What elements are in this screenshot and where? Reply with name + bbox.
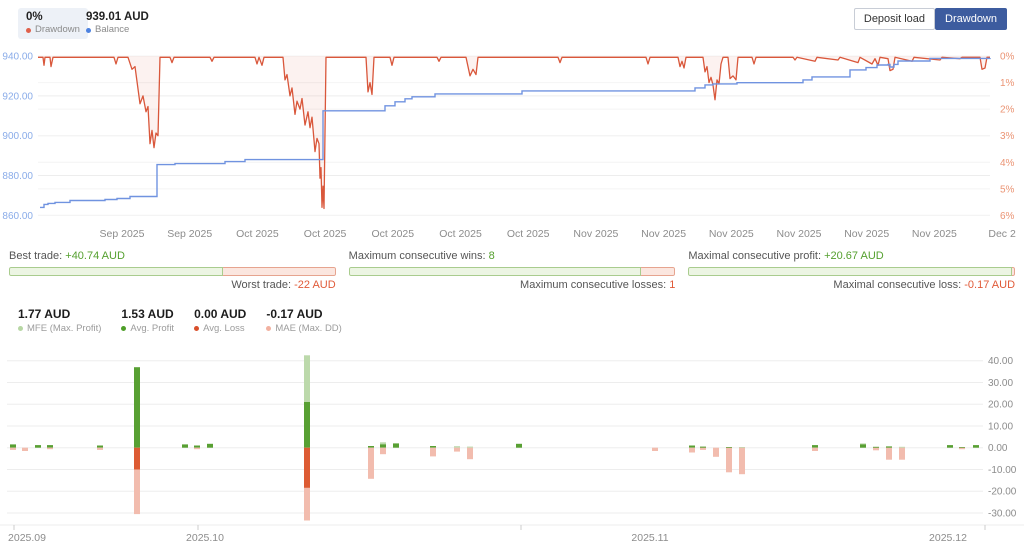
svg-text:880.00: 880.00 — [2, 171, 33, 182]
metric-avg-profit: 1.53 AUD Avg. Profit — [121, 307, 174, 334]
max-consec-loss-value: -0.17 AUD — [964, 279, 1016, 291]
deposit-load-button[interactable]: Deposit load — [853, 8, 936, 30]
stat-consecutive-wins-losses: Maximum consecutive wins: 8 Maximum cons… — [348, 250, 676, 292]
svg-text:0%: 0% — [1000, 52, 1015, 63]
svg-text:Sep 2025: Sep 2025 — [167, 228, 212, 240]
trade-results-bar-chart: 40.00 30.00 20.00 10.00 0.00 -10.00 -20.00 -30.… — [0, 355, 1024, 544]
balance-dot-icon — [86, 27, 91, 33]
header-bar: 0% Drawdown 939.01 AUD Balance Deposit l… — [0, 0, 1024, 40]
profit-loss-bar — [688, 267, 1016, 276]
best-trade-value: +40.74 AUD — [65, 250, 125, 262]
max-losses-value: 1 — [669, 279, 676, 291]
svg-text:940.00: 940.00 — [2, 52, 33, 63]
svg-text:2025.10: 2025.10 — [186, 532, 224, 544]
metrics-row: 1.77 AUD MFE (Max. Profit) 1.53 AUD Avg.… — [18, 307, 342, 334]
svg-text:Nov 2025: Nov 2025 — [844, 228, 889, 240]
mae-value: -0.17 AUD — [266, 307, 323, 321]
svg-text:Dec 2: Dec 2 — [988, 228, 1016, 240]
wins-losses-bar — [348, 267, 676, 276]
svg-text:900.00: 900.00 — [2, 131, 33, 142]
avg-profit-dot-icon — [121, 326, 127, 331]
svg-text:Nov 2025: Nov 2025 — [641, 228, 686, 240]
mfe-value: 1.77 AUD — [18, 307, 71, 321]
max-consec-loss-label: Maximal consecutive loss: — [833, 279, 962, 291]
svg-text:30.00: 30.00 — [988, 378, 1013, 389]
svg-text:6%: 6% — [1000, 211, 1015, 222]
svg-text:1%: 1% — [1000, 78, 1015, 89]
svg-text:40.00: 40.00 — [988, 356, 1013, 367]
svg-text:-20.00: -20.00 — [988, 487, 1017, 498]
worst-trade-label: Worst trade: — [231, 279, 292, 291]
max-wins-label: Maximum consecutive wins: — [348, 250, 486, 262]
svg-text:-10.00: -10.00 — [988, 465, 1017, 476]
mae-label: MAE (Max. DD) — [275, 323, 342, 334]
svg-text:Nov 2025: Nov 2025 — [709, 228, 754, 240]
max-losses-label: Maximum consecutive losses: — [520, 279, 667, 291]
metric-mae: -0.17 AUD MAE (Max. DD) — [266, 307, 342, 334]
avg-profit-label: Avg. Profit — [130, 323, 175, 334]
worst-trade-value: -22 AUD — [294, 279, 336, 291]
svg-text:Nov 2025: Nov 2025 — [777, 228, 822, 240]
max-consec-profit-label: Maximal consecutive profit: — [688, 250, 822, 262]
mae-dot-icon — [266, 326, 272, 331]
svg-text:Nov 2025: Nov 2025 — [912, 228, 957, 240]
svg-text:0.00: 0.00 — [988, 443, 1008, 454]
svg-text:-30.00: -30.00 — [988, 508, 1017, 519]
balance-label: Balance — [95, 24, 130, 35]
avg-loss-dot-icon — [194, 326, 200, 331]
svg-text:Oct 2025: Oct 2025 — [507, 228, 550, 240]
svg-text:2025.09: 2025.09 — [8, 532, 46, 544]
svg-text:Nov 2025: Nov 2025 — [573, 228, 618, 240]
best-trade-label: Best trade: — [9, 250, 63, 262]
avg-loss-value: 0.00 AUD — [194, 307, 247, 321]
avg-loss-label: Avg. Loss — [203, 323, 245, 334]
svg-text:3%: 3% — [1000, 131, 1015, 142]
metric-mfe: 1.77 AUD MFE (Max. Profit) — [18, 307, 101, 334]
svg-text:20.00: 20.00 — [988, 400, 1013, 411]
drawdown-label: Drawdown — [35, 24, 80, 35]
balance-value: 939.01 AUD — [86, 11, 149, 23]
drawdown-dot-icon — [26, 27, 31, 33]
svg-text:Sep 2025: Sep 2025 — [100, 228, 145, 240]
metric-avg-loss: 0.00 AUD Avg. Loss — [194, 307, 246, 334]
best-worst-bar — [9, 267, 336, 276]
avg-profit-value: 1.53 AUD — [121, 307, 174, 321]
drawdown-button[interactable]: Drawdown — [935, 8, 1007, 30]
max-wins-value: 8 — [488, 250, 495, 262]
svg-text:Oct 2025: Oct 2025 — [236, 228, 279, 240]
balance-drawdown-chart: 940.00 920.00 900.00 880.00 860.00 0% 1% 2% 3% 4%… — [2, 52, 1016, 241]
balance-legend-chip[interactable]: 939.01 AUD Balance — [78, 8, 157, 39]
stat-best-worst-trade: Best trade: +40.74 AUD Worst trade: -22 … — [9, 250, 336, 292]
svg-text:860.00: 860.00 — [2, 211, 33, 222]
svg-text:10.00: 10.00 — [988, 421, 1013, 432]
svg-text:2025.11: 2025.11 — [631, 532, 668, 544]
svg-text:2025.12: 2025.12 — [929, 532, 967, 544]
mfe-dot-icon — [18, 326, 23, 331]
svg-text:Oct 2025: Oct 2025 — [371, 228, 414, 240]
drawdown-legend-chip[interactable]: 0% Drawdown — [18, 8, 88, 39]
stats-row: Best trade: +40.74 AUD Worst trade: -22 … — [0, 250, 1024, 292]
svg-text:4%: 4% — [1000, 158, 1015, 169]
svg-text:Oct 2025: Oct 2025 — [304, 228, 347, 240]
svg-text:Oct 2025: Oct 2025 — [439, 228, 482, 240]
stat-consecutive-profit-loss: Maximal consecutive profit: +20.67 AUD M… — [688, 250, 1016, 292]
mfe-label: MFE (Max. Profit) — [27, 323, 102, 334]
svg-text:920.00: 920.00 — [2, 91, 33, 102]
drawdown-value: 0% — [26, 11, 43, 23]
chart-mode-toggle: Deposit load Drawdown — [853, 8, 1007, 30]
svg-text:5%: 5% — [1000, 184, 1015, 195]
max-consec-profit-value: +20.67 AUD — [824, 250, 884, 262]
svg-text:2%: 2% — [1000, 105, 1015, 116]
